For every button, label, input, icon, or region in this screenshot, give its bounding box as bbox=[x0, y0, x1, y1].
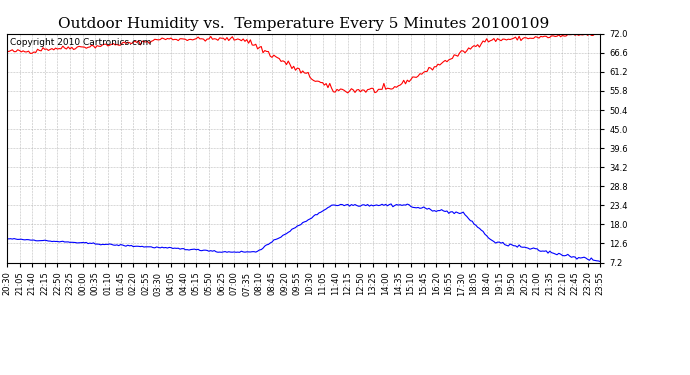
Title: Outdoor Humidity vs.  Temperature Every 5 Minutes 20100109: Outdoor Humidity vs. Temperature Every 5… bbox=[58, 17, 549, 31]
Text: Copyright 2010 Cartronics.com: Copyright 2010 Cartronics.com bbox=[10, 38, 151, 47]
